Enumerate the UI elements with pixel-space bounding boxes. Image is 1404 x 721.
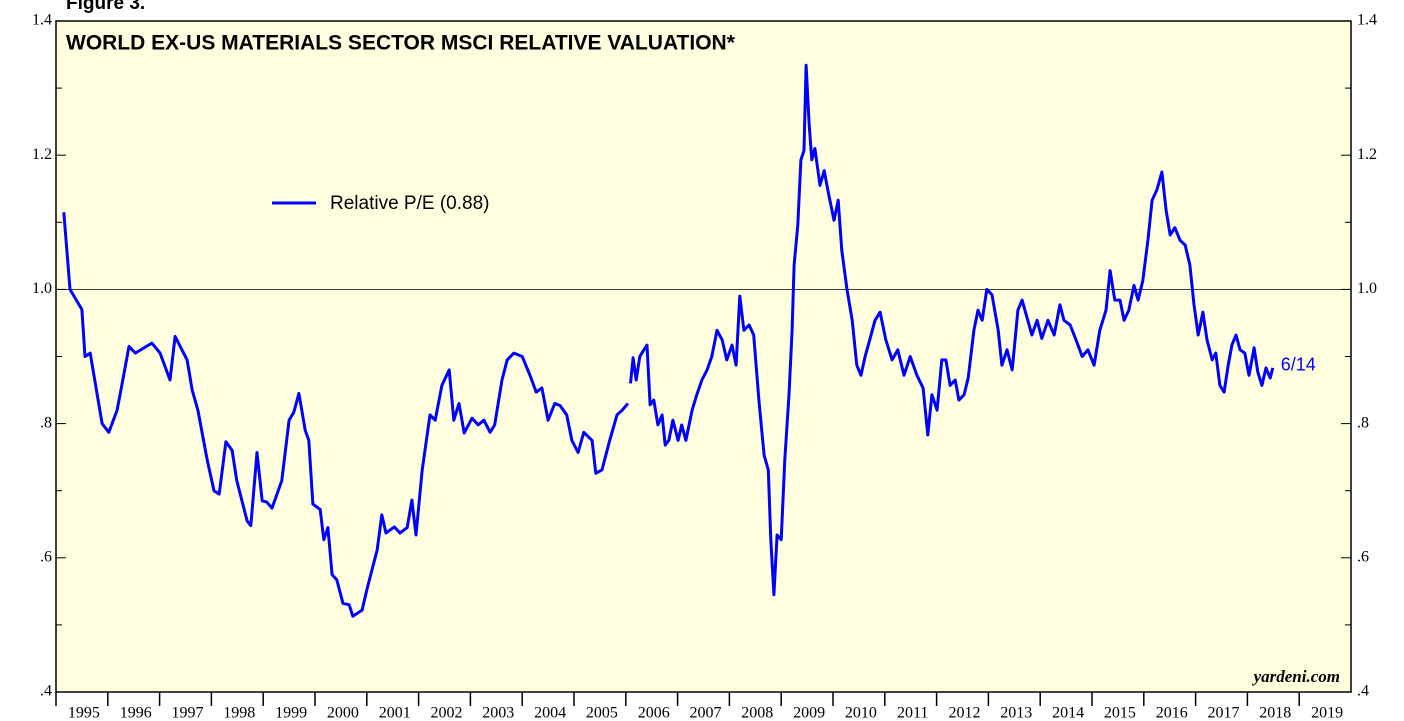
x-tick-label: 2006 bbox=[638, 705, 670, 721]
plot-area bbox=[55, 20, 1352, 693]
y-tick-label: .4 bbox=[1357, 683, 1369, 700]
y-tick-label: 1.0 bbox=[1357, 280, 1377, 297]
x-tick-label: 2008 bbox=[741, 705, 773, 721]
x-tick-label: 2002 bbox=[431, 705, 463, 721]
x-tick-label: 2018 bbox=[1259, 705, 1291, 721]
x-tick-label: 2015 bbox=[1104, 705, 1136, 721]
x-tick-label: 2016 bbox=[1156, 705, 1188, 721]
x-tick-label: 1997 bbox=[172, 705, 204, 721]
y-tick-label: 1.0 bbox=[32, 280, 52, 297]
x-tick-label: 2017 bbox=[1208, 705, 1240, 721]
source: yardeni.com bbox=[1252, 667, 1340, 686]
x-tick-label: 2000 bbox=[327, 705, 359, 721]
y-tick-label: 1.2 bbox=[1357, 146, 1377, 163]
x-tick-label: 2009 bbox=[793, 705, 825, 721]
x-tick-label: 2004 bbox=[534, 705, 566, 721]
x-tick-label: 2012 bbox=[949, 705, 981, 721]
x-tick-label: 2001 bbox=[379, 705, 411, 721]
x-tick-label: 2011 bbox=[897, 705, 928, 721]
y-tick-label: .4 bbox=[40, 683, 52, 700]
x-tick-label: 1999 bbox=[275, 705, 307, 721]
series-line bbox=[62, 63, 1275, 618]
x-tick-label: 2005 bbox=[586, 705, 618, 721]
chart-title: WORLD EX-US MATERIALS SECTOR MSCI RELATI… bbox=[66, 32, 736, 55]
x-tick-label: 1996 bbox=[120, 705, 152, 721]
x-tick-label: 2013 bbox=[1000, 705, 1032, 721]
y-tick-label: .6 bbox=[1357, 548, 1369, 565]
annotation: 6/14 bbox=[1281, 355, 1316, 375]
x-tick-label: 1995 bbox=[68, 705, 100, 721]
x-tick-label: 2014 bbox=[1052, 705, 1084, 721]
y-tick-label: 1.4 bbox=[1357, 12, 1377, 29]
figure-label: Figure 3. bbox=[66, 0, 145, 14]
y-tick-label: .6 bbox=[40, 548, 52, 565]
x-tick-label: 2007 bbox=[690, 705, 722, 721]
x-tick-label: 1998 bbox=[223, 705, 255, 721]
y-tick-label: .8 bbox=[1357, 414, 1369, 431]
y-tick-label: 1.4 bbox=[32, 12, 52, 29]
x-tick-label: 2010 bbox=[845, 705, 877, 721]
y-tick-label: 1.2 bbox=[32, 146, 52, 163]
legend-label: Relative P/E (0.88) bbox=[330, 193, 489, 214]
y-tick-label: .8 bbox=[40, 414, 52, 431]
x-tick-label: 2003 bbox=[482, 705, 514, 721]
x-tick-label: 2019 bbox=[1311, 705, 1343, 721]
